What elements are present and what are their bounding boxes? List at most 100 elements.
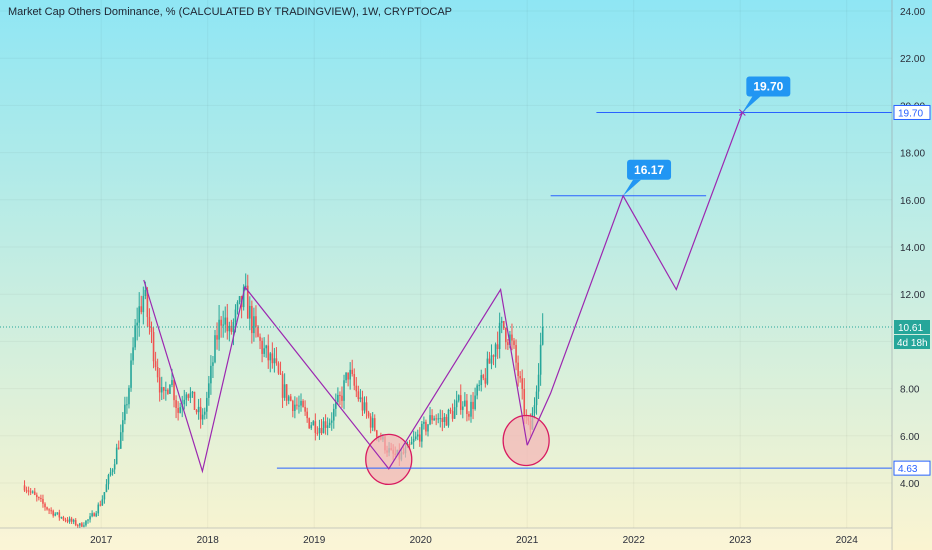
callout-2[interactable]: 19.70 <box>742 76 791 113</box>
time-axis-bg <box>0 528 892 550</box>
candle-body <box>457 395 460 401</box>
candle-body <box>273 358 276 364</box>
callout-1[interactable]: 16.17 <box>623 159 672 196</box>
candle-body <box>238 296 241 303</box>
candle-body <box>187 394 190 398</box>
candle-body <box>326 425 329 428</box>
candle-body <box>494 344 497 357</box>
highlight-circle-1[interactable] <box>365 433 413 486</box>
candle-body <box>38 497 40 499</box>
candle-body <box>44 503 46 508</box>
candle-body <box>269 353 272 361</box>
price-tick-label: 14.00 <box>900 243 925 254</box>
candle-body <box>246 285 249 319</box>
candle-body <box>214 335 216 363</box>
candle-body <box>515 345 517 363</box>
candle-body <box>435 418 437 420</box>
price-tick-label: 8.00 <box>900 385 920 396</box>
candle-body <box>445 416 448 426</box>
candle-body <box>56 512 59 514</box>
candle-body <box>476 385 478 396</box>
chart-title: Market Cap Others Dominance, % (CALCULAT… <box>8 6 452 18</box>
candle-body <box>173 380 175 401</box>
candle-body <box>279 373 282 375</box>
candle-body <box>478 385 480 387</box>
candle-body <box>236 302 239 310</box>
callout-box <box>627 159 672 180</box>
candle-body <box>183 399 186 405</box>
candle-body <box>451 411 454 419</box>
candle-body <box>40 497 42 499</box>
candle-body <box>224 317 227 325</box>
candle-body <box>367 412 370 417</box>
candle-body <box>459 395 462 410</box>
candle-body <box>87 519 89 521</box>
horizontal-levels <box>276 111 892 469</box>
candle-body <box>267 345 270 361</box>
candle-body <box>70 518 73 522</box>
candle-body <box>126 404 128 406</box>
candle-body <box>195 409 198 413</box>
candle-body <box>191 391 194 394</box>
candle-body <box>509 334 511 345</box>
candle-body <box>425 421 427 432</box>
candle-body <box>29 491 32 493</box>
candle-body <box>136 322 138 326</box>
candle-body <box>300 400 302 406</box>
candle-body <box>337 394 339 403</box>
candle-body <box>511 334 513 341</box>
candle-body <box>517 362 519 377</box>
candle-body <box>76 525 79 527</box>
candle-body <box>349 369 351 380</box>
candle-body <box>449 409 452 412</box>
candle-body <box>314 421 317 433</box>
candle-body <box>74 520 77 526</box>
candle-body <box>414 436 417 439</box>
w-pattern-line[interactable] <box>143 279 528 474</box>
candle-body <box>97 504 100 514</box>
candle-body <box>230 325 233 332</box>
candle-body <box>42 498 44 504</box>
price-tick-label: 4.00 <box>900 479 920 490</box>
candle-body <box>152 331 155 362</box>
candle-body <box>302 400 304 407</box>
candle-body <box>66 520 69 522</box>
candle-body <box>488 358 491 364</box>
candle-body <box>470 401 472 417</box>
candle-body <box>179 407 181 413</box>
candle-body <box>271 353 274 364</box>
callouts: 16.17 19.70 <box>623 76 791 196</box>
candle-body <box>521 378 524 389</box>
candle-body <box>62 517 65 520</box>
candle-body <box>482 375 485 379</box>
candle-body <box>365 402 368 413</box>
candle-body <box>261 340 263 354</box>
candle-body <box>484 378 487 384</box>
time-tick-label: 2020 <box>410 535 433 546</box>
current-price-badge[interactable] <box>894 320 930 335</box>
candle-body <box>109 472 112 475</box>
level-badge <box>893 460 931 476</box>
candle-body <box>68 518 71 522</box>
candle-body <box>355 385 358 392</box>
candle-body <box>128 387 130 405</box>
candle-body <box>158 377 161 393</box>
countdown-badge <box>894 335 930 350</box>
callout-pointer <box>623 179 642 196</box>
candle-body <box>72 520 75 522</box>
candle-body <box>193 391 196 410</box>
time-axis[interactable]: 2017 2018 2019 2020 2021 2022 2023 2024 <box>0 527 892 550</box>
candle-body <box>351 369 354 375</box>
projection-line[interactable] <box>526 112 743 446</box>
candle-body <box>320 427 323 434</box>
candle-body <box>257 326 259 337</box>
candle-body <box>502 320 505 329</box>
candle-body <box>410 442 413 445</box>
candle-body <box>541 327 544 345</box>
candle-body <box>144 289 147 296</box>
candle-body <box>27 490 30 492</box>
candle-body <box>361 397 364 411</box>
